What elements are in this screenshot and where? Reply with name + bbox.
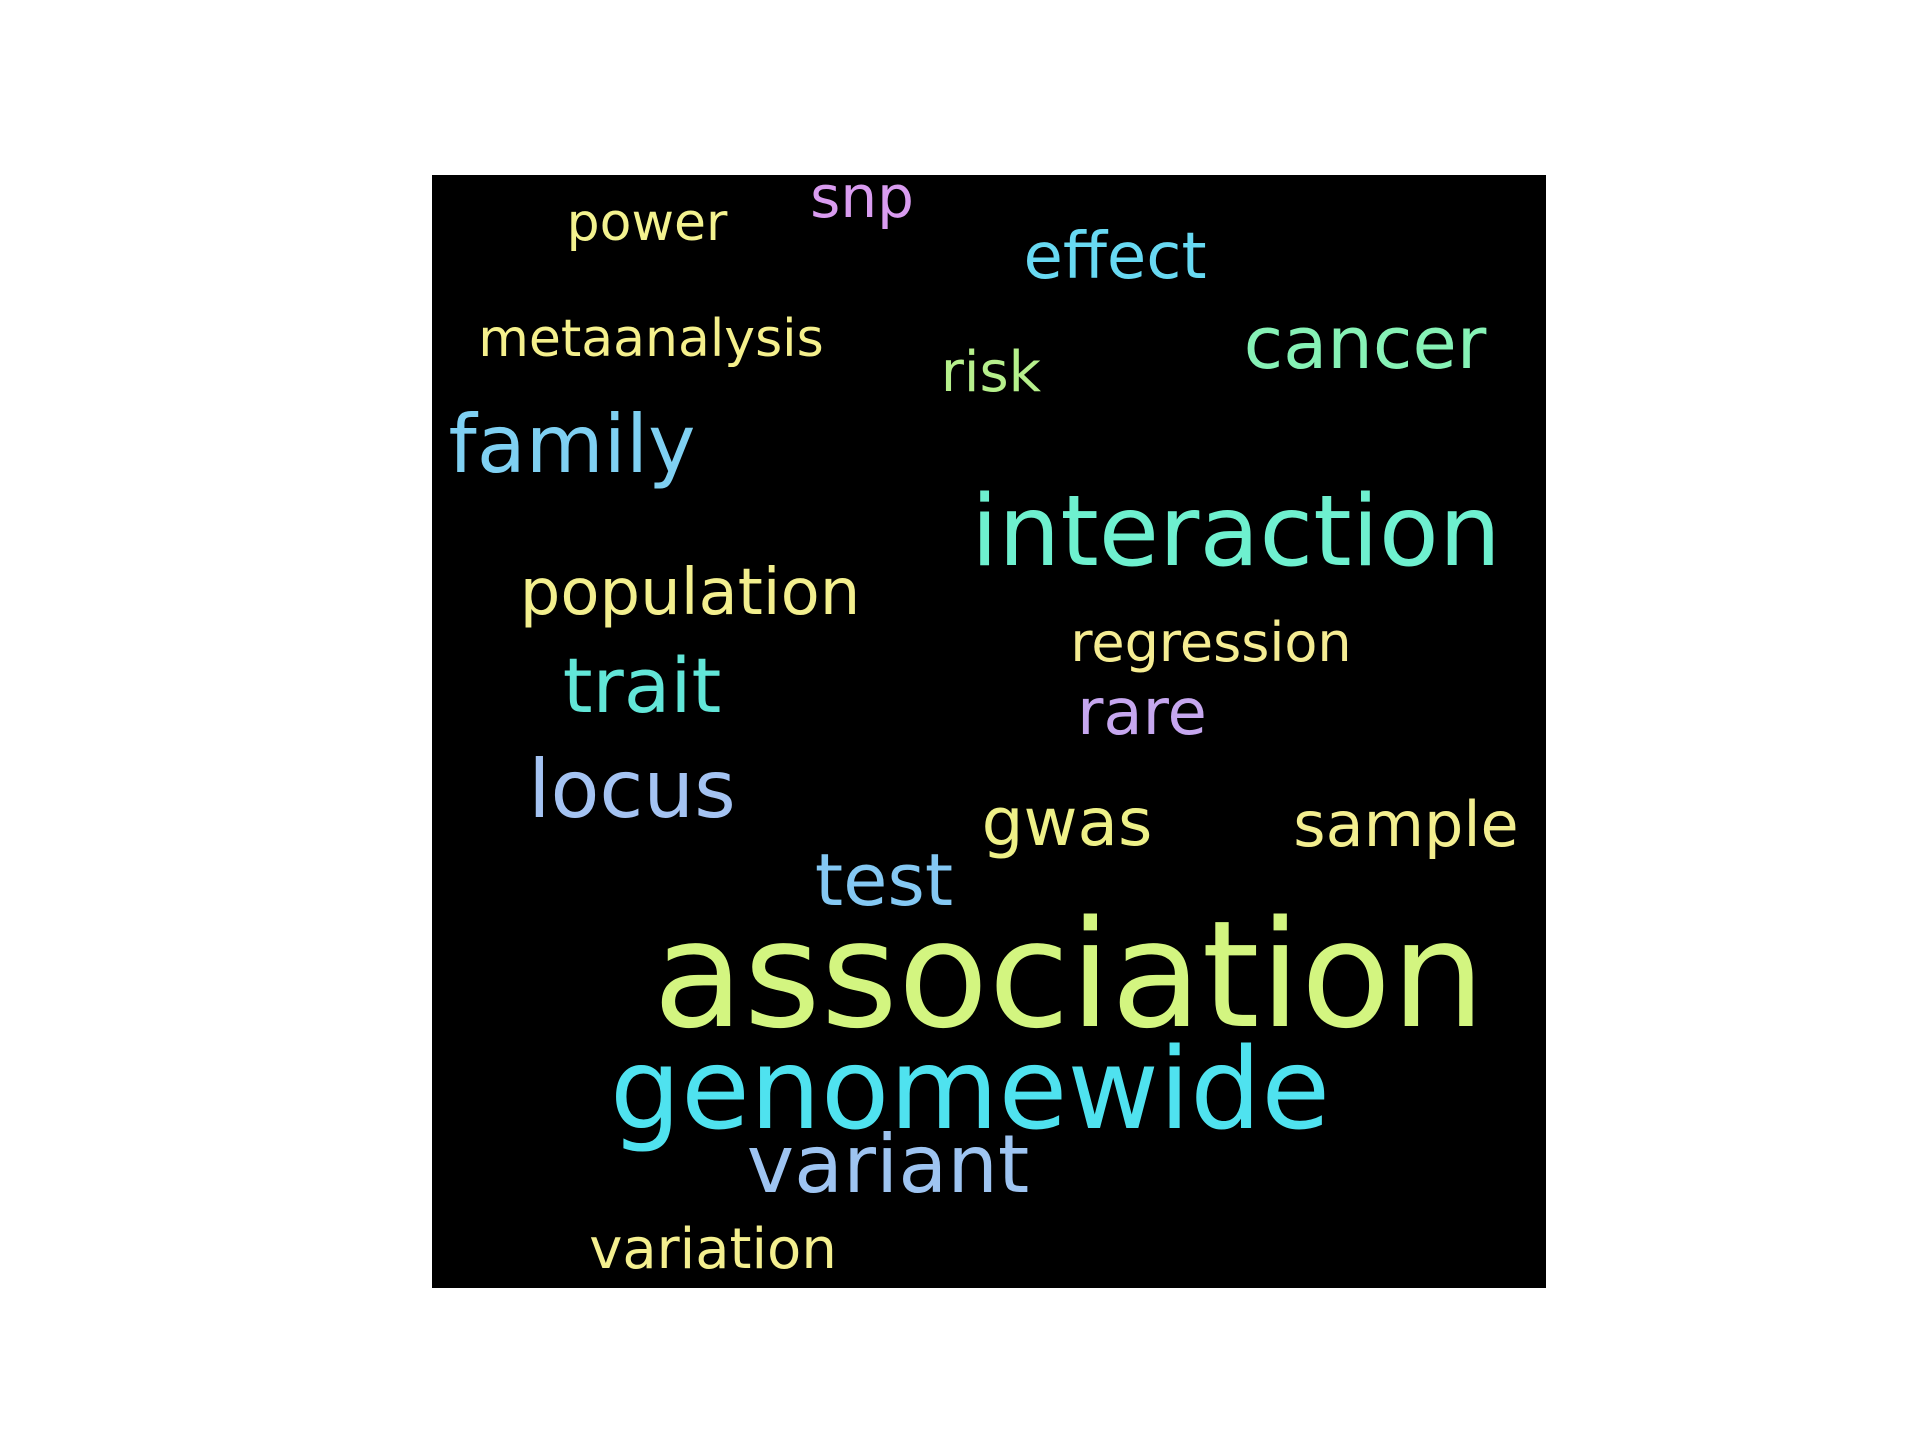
word-family: family	[448, 398, 696, 491]
word-trait: trait	[562, 641, 722, 730]
word-cloud: power snp effect metaanalysis risk cance…	[432, 168, 1546, 1288]
word-locus: locus	[528, 743, 736, 836]
word-cancer: cancer	[1243, 301, 1487, 385]
word-gwas: gwas	[981, 784, 1153, 861]
word-effect: effect	[1023, 220, 1207, 294]
word-snp: snp	[810, 163, 914, 231]
word-rare: rare	[1077, 676, 1207, 750]
word-metaanalysis: metaanalysis	[478, 309, 824, 369]
word-population: population	[519, 556, 861, 630]
word-sample: sample	[1293, 788, 1519, 861]
word-interaction: interaction	[970, 475, 1502, 589]
word-association: association	[652, 889, 1486, 1061]
word-risk: risk	[940, 340, 1042, 405]
word-regression: regression	[1070, 611, 1352, 674]
word-variation: variation	[589, 1217, 837, 1282]
word-test: test	[814, 838, 954, 922]
word-power: power	[566, 193, 728, 253]
word-variant: variant	[746, 1118, 1030, 1211]
word-genomewide: genomewide	[609, 1025, 1331, 1155]
